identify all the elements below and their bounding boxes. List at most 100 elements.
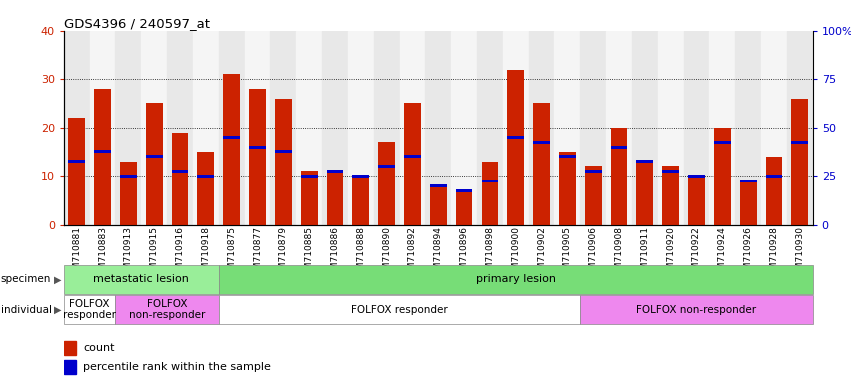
Bar (94, 89, 111, 225)
Bar (296, 31, 322, 225)
Bar (559, 152, 576, 225)
Bar (219, 31, 244, 225)
Bar (352, 175, 369, 178)
Bar (327, 170, 343, 173)
Bar (662, 167, 679, 225)
Bar (455, 189, 472, 192)
Bar (580, 31, 606, 225)
Text: individual: individual (1, 305, 52, 314)
Bar (89, 31, 116, 225)
Bar (141, 31, 167, 225)
Bar (404, 103, 421, 225)
Bar (197, 152, 214, 225)
Bar (455, 191, 472, 225)
Bar (348, 31, 374, 225)
Bar (64, 341, 76, 355)
Bar (249, 146, 266, 149)
Bar (791, 99, 808, 225)
Bar (555, 31, 580, 225)
Bar (662, 170, 679, 173)
Bar (528, 31, 555, 225)
Bar (300, 175, 317, 178)
Bar (632, 31, 658, 225)
Bar (534, 141, 550, 144)
Bar (791, 141, 808, 144)
Bar (658, 31, 683, 225)
Text: ▶: ▶ (54, 305, 61, 314)
Text: percentile rank within the sample: percentile rank within the sample (83, 362, 271, 372)
Bar (585, 170, 602, 173)
Text: GDS4396 / 240597_at: GDS4396 / 240597_at (64, 17, 210, 30)
Bar (710, 31, 735, 225)
Bar (223, 74, 240, 225)
Bar (477, 31, 503, 225)
Bar (300, 171, 317, 225)
Bar (244, 31, 271, 225)
Bar (64, 265, 219, 294)
Bar (64, 295, 116, 324)
Text: FOLFOX
responder: FOLFOX responder (63, 299, 116, 320)
Text: primary lesion: primary lesion (476, 274, 556, 285)
Bar (430, 186, 447, 225)
Bar (64, 360, 76, 374)
Bar (580, 295, 813, 324)
Bar (404, 155, 421, 158)
Text: count: count (83, 343, 115, 353)
Bar (167, 31, 193, 225)
Bar (766, 175, 782, 178)
Bar (116, 31, 141, 225)
Bar (787, 31, 813, 225)
Text: FOLFOX non-responder: FOLFOX non-responder (637, 305, 757, 314)
Bar (352, 176, 369, 225)
Bar (64, 31, 89, 225)
Bar (482, 180, 499, 182)
Bar (740, 180, 757, 182)
Bar (219, 295, 580, 324)
Bar (322, 31, 348, 225)
Text: specimen: specimen (1, 274, 51, 285)
Text: FOLFOX responder: FOLFOX responder (351, 305, 448, 314)
Bar (120, 162, 137, 225)
Bar (637, 160, 654, 163)
Bar (172, 170, 188, 173)
Bar (378, 142, 395, 225)
Bar (249, 89, 266, 225)
Bar (116, 295, 219, 324)
Bar (766, 157, 782, 225)
Bar (688, 175, 705, 178)
Bar (735, 31, 761, 225)
Bar (683, 31, 710, 225)
Bar (714, 128, 731, 225)
Bar (611, 146, 627, 149)
Bar (68, 118, 85, 225)
Bar (146, 103, 163, 225)
Bar (275, 99, 292, 225)
Text: ▶: ▶ (54, 274, 61, 285)
Bar (275, 151, 292, 153)
Bar (426, 31, 451, 225)
Bar (374, 31, 399, 225)
Bar (606, 31, 632, 225)
Bar (482, 162, 499, 225)
Bar (430, 184, 447, 187)
Bar (271, 31, 296, 225)
Bar (534, 103, 550, 225)
Bar (193, 31, 219, 225)
Bar (688, 176, 705, 225)
Bar (197, 175, 214, 178)
Bar (761, 31, 787, 225)
Bar (740, 181, 757, 225)
Bar (507, 70, 524, 225)
Bar (94, 151, 111, 153)
Bar (503, 31, 528, 225)
Bar (146, 155, 163, 158)
Bar (611, 128, 627, 225)
Bar (219, 265, 813, 294)
Bar (327, 171, 343, 225)
Bar (378, 165, 395, 168)
Bar (223, 136, 240, 139)
Bar (120, 175, 137, 178)
Bar (637, 162, 654, 225)
Text: FOLFOX
non-responder: FOLFOX non-responder (129, 299, 205, 320)
Bar (68, 160, 85, 163)
